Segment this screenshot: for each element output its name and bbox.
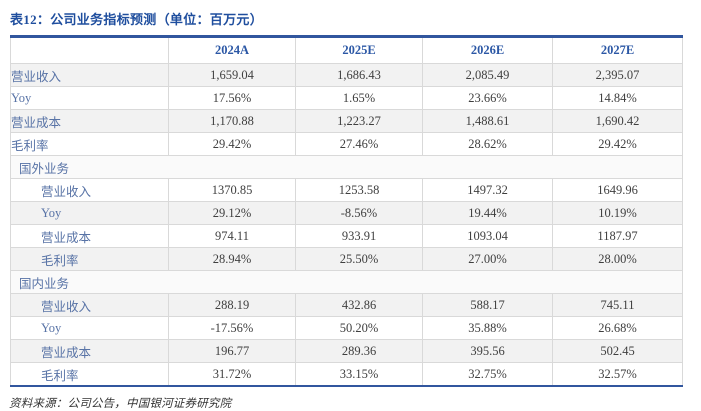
- table-title: 表12：公司业务指标预测（单位：百万元）: [10, 12, 264, 27]
- table-row: 毛利率 31.72% 33.15% 32.75% 32.57%: [10, 362, 683, 387]
- value-cell: 395.56: [422, 339, 553, 363]
- value-cell: 1,488.61: [422, 109, 553, 133]
- value-cell: 25.50%: [295, 247, 423, 271]
- value-cell: 27.46%: [295, 132, 423, 156]
- value-cell: 1370.85: [168, 178, 296, 202]
- header-cell-year: 2027E: [552, 36, 683, 64]
- table-row: 营业收入 1370.85 1253.58 1497.32 1649.96: [10, 178, 683, 202]
- table-row: 毛利率 28.94% 25.50% 27.00% 28.00%: [10, 247, 683, 271]
- value-cell: -8.56%: [295, 201, 423, 225]
- row-label: 营业成本: [10, 109, 169, 133]
- value-cell: 29.42%: [168, 132, 296, 156]
- table-row: Yoy 17.56% 1.65% 23.66% 14.84%: [10, 86, 683, 110]
- header-cell-year: 2024A: [168, 36, 296, 64]
- value-cell: 28.94%: [168, 247, 296, 271]
- value-cell: 588.17: [422, 293, 553, 317]
- table-row: Yoy 29.12% -8.56% 19.44% 10.19%: [10, 201, 683, 225]
- value-cell: 1,659.04: [168, 63, 296, 87]
- value-cell: 933.91: [295, 224, 423, 248]
- section-header-row: 国外业务: [10, 155, 683, 179]
- table-row: 营业成本 1,170.88 1,223.27 1,488.61 1,690.42: [10, 109, 683, 133]
- value-cell: 1497.32: [422, 178, 553, 202]
- value-cell: 745.11: [552, 293, 683, 317]
- value-cell: 50.20%: [295, 316, 423, 340]
- value-cell: 32.57%: [552, 362, 683, 387]
- row-label: 毛利率: [10, 247, 169, 271]
- value-cell: 29.42%: [552, 132, 683, 156]
- row-label: 营业收入: [10, 63, 169, 87]
- value-cell: 1253.58: [295, 178, 423, 202]
- value-cell: 32.75%: [422, 362, 553, 387]
- table-body: 营业收入 1,659.04 1,686.43 2,085.49 2,395.07 Yoy 1…: [10, 63, 683, 387]
- value-cell: 288.19: [168, 293, 296, 317]
- value-cell: 1187.97: [552, 224, 683, 248]
- value-cell: 29.12%: [168, 201, 296, 225]
- section-label: 国外业务: [10, 155, 683, 179]
- value-cell: 432.86: [295, 293, 423, 317]
- table-row: 营业成本 196.77 289.36 395.56 502.45: [10, 339, 683, 363]
- value-cell: 1,686.43: [295, 63, 423, 87]
- value-cell: 28.00%: [552, 247, 683, 271]
- value-cell: 1,170.88: [168, 109, 296, 133]
- value-cell: 2,395.07: [552, 63, 683, 87]
- row-label: 营业成本: [10, 224, 169, 248]
- header-row: 2024A 2025E 2026E 2027E: [10, 36, 683, 64]
- row-label: 毛利率: [10, 362, 169, 387]
- row-label: 毛利率: [10, 132, 169, 156]
- value-cell: 289.36: [295, 339, 423, 363]
- value-cell: 10.19%: [552, 201, 683, 225]
- value-cell: 28.62%: [422, 132, 553, 156]
- value-cell: 31.72%: [168, 362, 296, 387]
- value-cell: 33.15%: [295, 362, 423, 387]
- value-cell: 2,085.49: [422, 63, 553, 87]
- header-cell-year: 2025E: [295, 36, 423, 64]
- value-cell: 1,690.42: [552, 109, 683, 133]
- table-row: 营业收入 1,659.04 1,686.43 2,085.49 2,395.07: [10, 63, 683, 87]
- table-row: Yoy -17.56% 50.20% 35.88% 26.68%: [10, 316, 683, 340]
- table-row: 营业收入 288.19 432.86 588.17 745.11: [10, 293, 683, 317]
- value-cell: 1093.04: [422, 224, 553, 248]
- value-cell: -17.56%: [168, 316, 296, 340]
- value-cell: 23.66%: [422, 86, 553, 110]
- table-row: 毛利率 29.42% 27.46% 28.62% 29.42%: [10, 132, 683, 156]
- row-label: 营业成本: [10, 339, 169, 363]
- value-cell: 14.84%: [552, 86, 683, 110]
- forecast-table: 2024A 2025E 2026E 2027E 营业收入 1,659.04 1,686.4…: [10, 35, 683, 387]
- header-cell-year: 2026E: [422, 36, 553, 64]
- row-label: Yoy: [10, 316, 169, 340]
- value-cell: 1649.96: [552, 178, 683, 202]
- value-cell: 502.45: [552, 339, 683, 363]
- value-cell: 974.11: [168, 224, 296, 248]
- value-cell: 1.65%: [295, 86, 423, 110]
- value-cell: 17.56%: [168, 86, 296, 110]
- row-label: 营业收入: [10, 178, 169, 202]
- header-cell-empty: [10, 36, 169, 64]
- value-cell: 196.77: [168, 339, 296, 363]
- source-note: 资料来源：公司公告，中国银河证券研究院: [9, 398, 232, 410]
- table-row: 营业成本 974.11 933.91 1093.04 1187.97: [10, 224, 683, 248]
- value-cell: 27.00%: [422, 247, 553, 271]
- section-header-row: 国内业务: [10, 270, 683, 294]
- value-cell: 26.68%: [552, 316, 683, 340]
- value-cell: 1,223.27: [295, 109, 423, 133]
- section-label: 国内业务: [10, 270, 683, 294]
- row-label: Yoy: [10, 201, 169, 225]
- value-cell: 35.88%: [422, 316, 553, 340]
- value-cell: 19.44%: [422, 201, 553, 225]
- row-label: 营业收入: [10, 293, 169, 317]
- row-label: Yoy: [10, 86, 169, 110]
